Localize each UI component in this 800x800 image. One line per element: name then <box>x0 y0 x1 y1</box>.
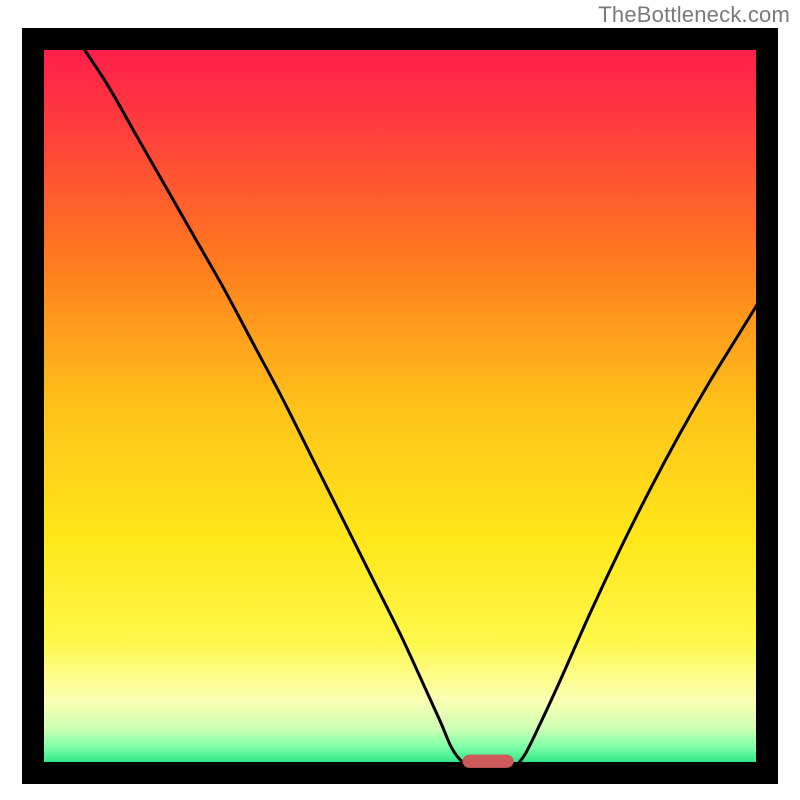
chart-stage: TheBottleneck.com <box>0 0 800 800</box>
bottleneck-chart <box>0 0 800 800</box>
watermark-text: TheBottleneck.com <box>598 2 790 28</box>
optimum-marker <box>462 755 513 768</box>
